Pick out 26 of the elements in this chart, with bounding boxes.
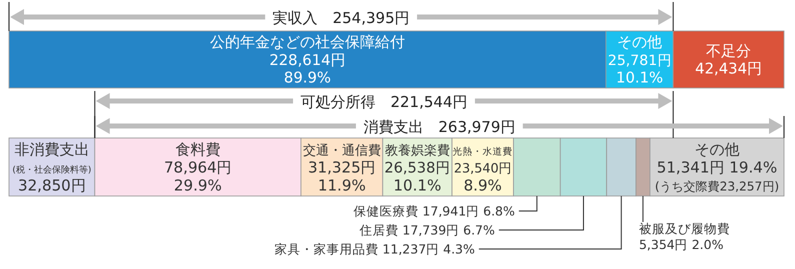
text: 住居費 17,739円 6.7% [359,222,495,238]
data-label: 32,850円 [18,176,86,194]
series-label: 不足分 [706,42,752,60]
data-label: 25,781円 10.1% [608,52,672,86]
series-label: 公的年金などの社会保障給付 [210,34,405,52]
series-label: 光熱・水道費 [452,145,513,158]
data-label: 5,354円 2.0% [638,237,724,252]
data-label: 31,325円 11.9% [308,158,376,194]
annotation: 消費支出 263,979円 [363,118,516,136]
text: 家具・家事用品費 11,237円 4.3% [274,242,475,256]
series-label: 被服及び履物費 [638,221,730,236]
series-label: 非消費支出 (税・社会保険料等) [12,140,92,176]
data-label: 78,964円 29.9% [164,158,232,194]
series-label: 交通・通信費 [302,142,381,158]
annotation: 実収入 254,395円 [272,9,410,27]
data-label: 26,538円 10.1% [384,159,450,194]
text: 保健医療費 17,941円 6.8% [353,204,515,218]
data-label: 228,614円 89.9% [269,52,346,86]
annotation: 可処分所得 221,544円 [300,93,468,111]
data-label: 51,341円 19.4% (うち交際費23,257円) [654,158,780,194]
series-label: 教養娯楽費 [384,143,450,158]
series-label: その他 [617,34,662,52]
series-label: 食料費 [175,140,220,158]
data-label: 42,434円 [695,60,762,78]
series-label: その他 [694,140,740,158]
data-label: 23,540円 8.9% [454,161,512,194]
